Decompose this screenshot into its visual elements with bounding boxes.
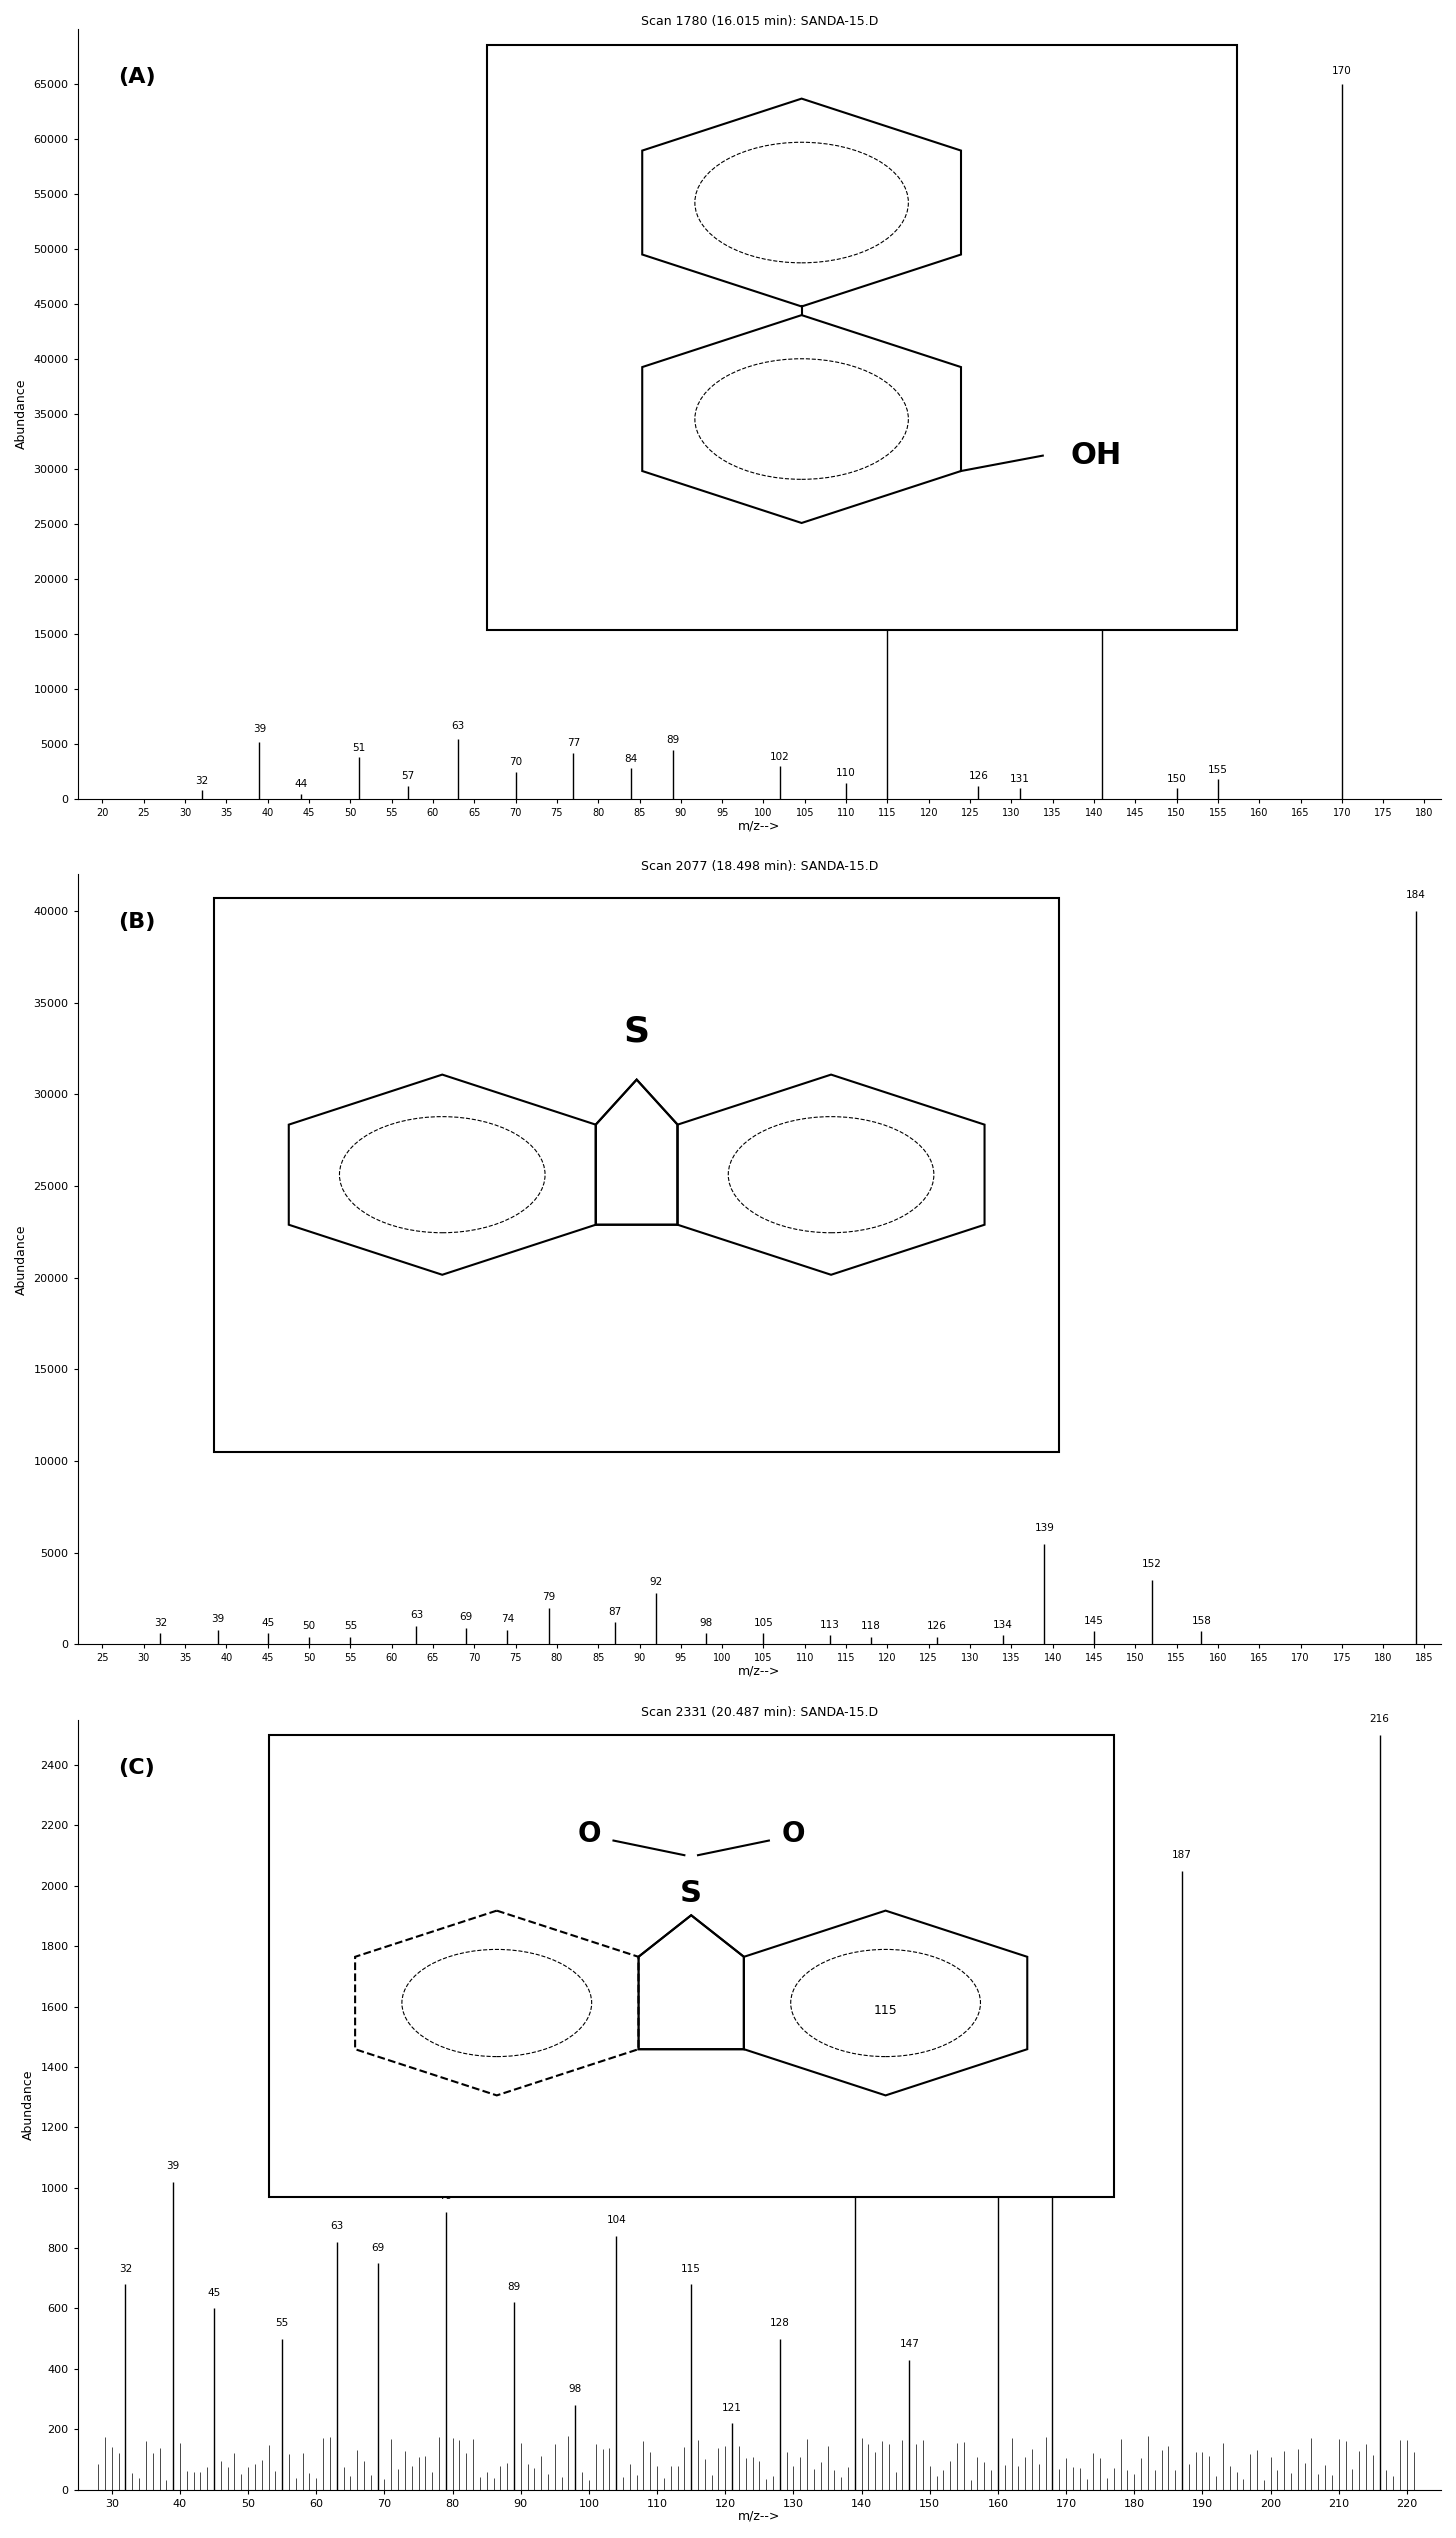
Text: 139: 139 <box>844 1957 865 1967</box>
Text: 70: 70 <box>510 756 523 766</box>
Text: 158: 158 <box>1191 1617 1211 1627</box>
Text: 141: 141 <box>1092 607 1112 614</box>
Text: 32: 32 <box>119 2264 132 2274</box>
Title: Scan 2331 (20.487 min): SANDA-15.D: Scan 2331 (20.487 min): SANDA-15.D <box>641 1706 878 1718</box>
Polygon shape <box>355 1911 639 2096</box>
Text: 98: 98 <box>699 1617 712 1627</box>
Text: O: O <box>782 1820 805 1848</box>
Polygon shape <box>642 99 961 307</box>
Text: 131: 131 <box>1009 774 1029 784</box>
Text: 69: 69 <box>371 2244 384 2254</box>
Text: 32: 32 <box>154 1617 167 1627</box>
Title: Scan 1780 (16.015 min): SANDA-15.D: Scan 1780 (16.015 min): SANDA-15.D <box>641 15 878 28</box>
Text: 115: 115 <box>878 518 897 528</box>
Polygon shape <box>642 315 961 523</box>
Text: 50: 50 <box>303 1622 316 1632</box>
Text: 147: 147 <box>900 2340 919 2350</box>
Title: Scan 2077 (18.498 min): SANDA-15.D: Scan 2077 (18.498 min): SANDA-15.D <box>641 860 878 873</box>
Text: 104: 104 <box>606 2216 626 2226</box>
Text: 152: 152 <box>1142 1558 1162 1568</box>
Polygon shape <box>677 1074 984 1274</box>
Text: (A): (A) <box>118 66 156 86</box>
Bar <box>268 1736 1114 2198</box>
Text: O: O <box>577 1820 601 1848</box>
Y-axis label: Abundance: Abundance <box>15 378 28 449</box>
Text: 79: 79 <box>542 1591 555 1601</box>
Text: 89: 89 <box>507 2282 521 2292</box>
Text: 57: 57 <box>402 772 415 782</box>
Text: 113: 113 <box>820 1619 840 1629</box>
Text: 160: 160 <box>989 2089 1008 2099</box>
Polygon shape <box>288 1074 596 1274</box>
Text: 63: 63 <box>451 721 464 731</box>
Text: OH: OH <box>1070 442 1121 470</box>
Text: 45: 45 <box>207 2287 221 2297</box>
Text: 115: 115 <box>874 2005 897 2018</box>
X-axis label: m/z-->: m/z--> <box>738 820 780 832</box>
Text: 170: 170 <box>1332 66 1351 76</box>
Text: 84: 84 <box>625 754 638 764</box>
Text: 155: 155 <box>1208 764 1227 774</box>
Text: 187: 187 <box>1172 1850 1192 1860</box>
Text: 63: 63 <box>331 2221 344 2231</box>
Text: 216: 216 <box>1370 1713 1389 1723</box>
Text: 39: 39 <box>166 2160 179 2170</box>
Text: 150: 150 <box>1166 774 1187 784</box>
Text: 110: 110 <box>836 769 856 779</box>
Bar <box>486 46 1236 629</box>
Text: 121: 121 <box>722 2403 743 2414</box>
Text: 126: 126 <box>968 772 989 782</box>
Text: 63: 63 <box>409 1612 424 1619</box>
Text: 55: 55 <box>275 2317 288 2327</box>
Text: (C): (C) <box>118 1759 156 1777</box>
X-axis label: m/z-->: m/z--> <box>738 2510 780 2523</box>
Text: 139: 139 <box>1034 1523 1054 1533</box>
Text: 184: 184 <box>1406 891 1425 901</box>
Text: 89: 89 <box>665 736 680 746</box>
Text: 55: 55 <box>344 1622 357 1632</box>
Bar <box>214 898 1060 1452</box>
Polygon shape <box>744 1911 1028 2096</box>
X-axis label: m/z-->: m/z--> <box>738 1665 780 1678</box>
Text: 102: 102 <box>770 751 791 761</box>
Y-axis label: Abundance: Abundance <box>15 1223 28 1294</box>
Text: 74: 74 <box>501 1614 514 1624</box>
Text: S: S <box>680 1878 702 1909</box>
Text: 105: 105 <box>754 1617 773 1627</box>
Text: 145: 145 <box>1085 1617 1104 1627</box>
Text: 39: 39 <box>253 723 266 733</box>
Text: 45: 45 <box>261 1617 274 1627</box>
Text: 77: 77 <box>566 739 579 749</box>
Text: 39: 39 <box>211 1614 224 1624</box>
Text: 44: 44 <box>294 779 307 789</box>
Text: 128: 128 <box>770 2317 789 2327</box>
Text: 87: 87 <box>609 1607 622 1617</box>
Text: 69: 69 <box>460 1612 473 1622</box>
Text: 79: 79 <box>440 2190 453 2200</box>
Y-axis label: Abundance: Abundance <box>22 2068 35 2140</box>
Text: (B): (B) <box>118 911 156 931</box>
Polygon shape <box>596 1079 677 1226</box>
Text: 32: 32 <box>195 777 208 787</box>
Text: 51: 51 <box>352 744 365 754</box>
Text: 98: 98 <box>569 2386 582 2393</box>
Text: S: S <box>623 1015 649 1048</box>
Text: 92: 92 <box>649 1579 662 1586</box>
Text: 118: 118 <box>860 1622 881 1632</box>
Text: 115: 115 <box>681 2264 702 2274</box>
Text: 134: 134 <box>993 1619 1013 1629</box>
Text: 126: 126 <box>927 1622 946 1632</box>
Polygon shape <box>639 1916 744 2048</box>
Text: 168: 168 <box>1042 1972 1063 1980</box>
